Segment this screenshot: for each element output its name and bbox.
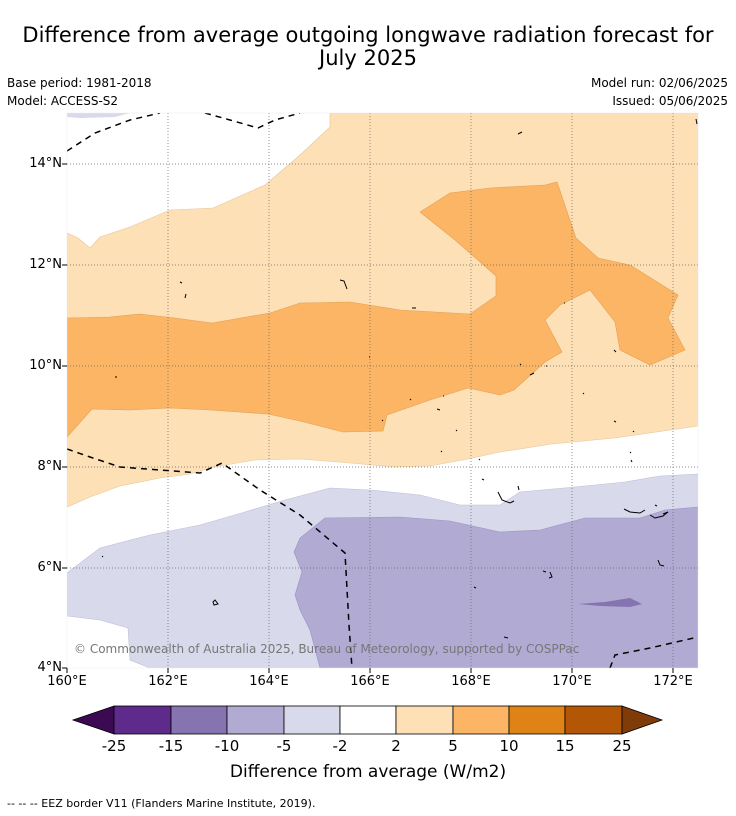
colorbar-bin [226,705,285,735]
colorbar-extend-high [621,705,664,735]
lon-label: 164°E [249,674,289,689]
lat-label: 4°N [37,660,63,675]
lat-label: 6°N [37,560,63,575]
anomaly-region-minus5-minus2-top [67,113,130,118]
anomaly-region-5-10 [67,181,686,438]
colorbar-bin [170,705,228,735]
model-name: Model: ACCESS-S2 [7,94,119,108]
map-frame [66,112,699,669]
copyright-notice: © Commonwealth of Australia 2025, Bureau… [74,642,580,656]
colorbar-bin [283,705,341,735]
colorbar-bin [508,705,566,735]
colorbar-title: Difference from average (W/m2) [229,762,507,782]
lat-label: 8°N [37,459,63,474]
lon-label: 160°E [47,674,87,689]
colorbar-tick-label: -2 [332,737,348,755]
colorbar-bin [113,705,172,735]
colorbar-bin [564,705,623,735]
lat-label: 14°N [29,156,62,171]
colorbar-bin [339,705,397,735]
lat-label: 12°N [29,257,62,272]
axis-ticks [62,163,674,673]
colorbar-tick-label: -15 [158,737,184,755]
colorbar-tick-label: 5 [448,737,458,755]
lon-label: 168°E [451,674,491,689]
anomaly-region-minus15-minus10 [578,598,642,607]
anomaly-region-minus10-minus5 [293,506,698,668]
colorbar [71,705,664,735]
base-period: Base period: 1981-2018 [7,76,152,90]
colorbar-extend-low [71,705,115,735]
colorbar-tick-label: -10 [214,737,240,755]
issued-date: Issued: 05/06/2025 [612,94,728,108]
colorbar-bin [395,705,454,735]
colorbar-tick-label: 2 [391,737,401,755]
map-title-line-2: July 2025 [319,46,417,70]
island-outlines [101,118,698,639]
colorbar-tick-label: 25 [612,737,632,755]
eez-legend-footnote: -- -- -- EEZ border V11 (Flanders Marine… [7,797,316,810]
colorbar-tick-label: 15 [555,737,575,755]
colorbar-bin [452,705,510,735]
colorbar-tick-label: -5 [276,737,292,755]
lon-label: 166°E [350,674,390,689]
map-title-line-1: Difference from average outgoing longwav… [22,23,714,47]
colorbar-tick-label: -25 [101,737,127,755]
eez-border [67,113,698,668]
map-area [67,113,698,668]
lon-label: 170°E [552,674,592,689]
colorbar-tick-label: 10 [499,737,519,755]
lon-label: 172°E [653,674,693,689]
lat-label: 10°N [29,358,62,373]
model-run-date: Model run: 02/06/2025 [590,76,728,90]
graticule [67,113,698,668]
lon-label: 162°E [148,674,188,689]
